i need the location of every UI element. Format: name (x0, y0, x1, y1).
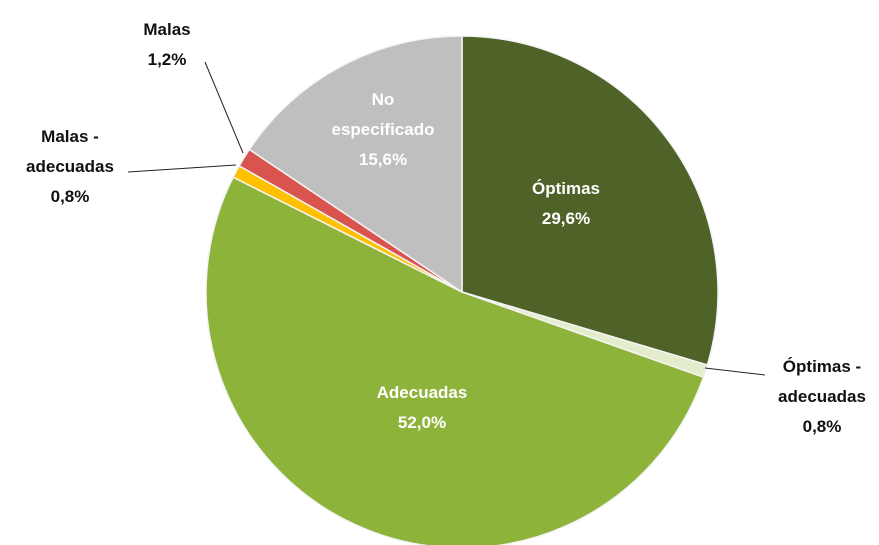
category-label: Malas - adecuadas (26, 127, 114, 176)
value-label: 52,0% (397, 413, 447, 432)
leader-line (204, 61, 244, 154)
slice-label: Malas - adecuadas 0,8% (15, 122, 125, 212)
slice-label: No especificado 15,6% (323, 85, 443, 175)
category-label: Óptimas - adecuadas (778, 357, 866, 406)
slice-label: Óptimas - adecuadas 0,8% (762, 352, 879, 442)
value-label: 29,6% (541, 209, 591, 228)
category-label: No especificado (331, 90, 435, 139)
leader-line (127, 164, 237, 173)
slice-label: Óptimas 29,6% (491, 174, 641, 234)
value-label: 1,2% (147, 50, 187, 69)
leader-line (704, 367, 766, 376)
category-label: Óptimas (531, 179, 601, 198)
value-label: 0,8% (50, 187, 90, 206)
category-label: Adecuadas (376, 383, 468, 402)
pie-slice (248, 35, 463, 294)
category-label: Malas (143, 20, 191, 39)
slice-label: Adecuadas 52,0% (347, 378, 497, 438)
pie-slice (205, 176, 705, 545)
pie-slice (461, 35, 719, 366)
value-label: 0,8% (802, 417, 842, 436)
slice-label: Malas 1,2% (117, 15, 217, 75)
value-label: 15,6% (358, 150, 408, 169)
